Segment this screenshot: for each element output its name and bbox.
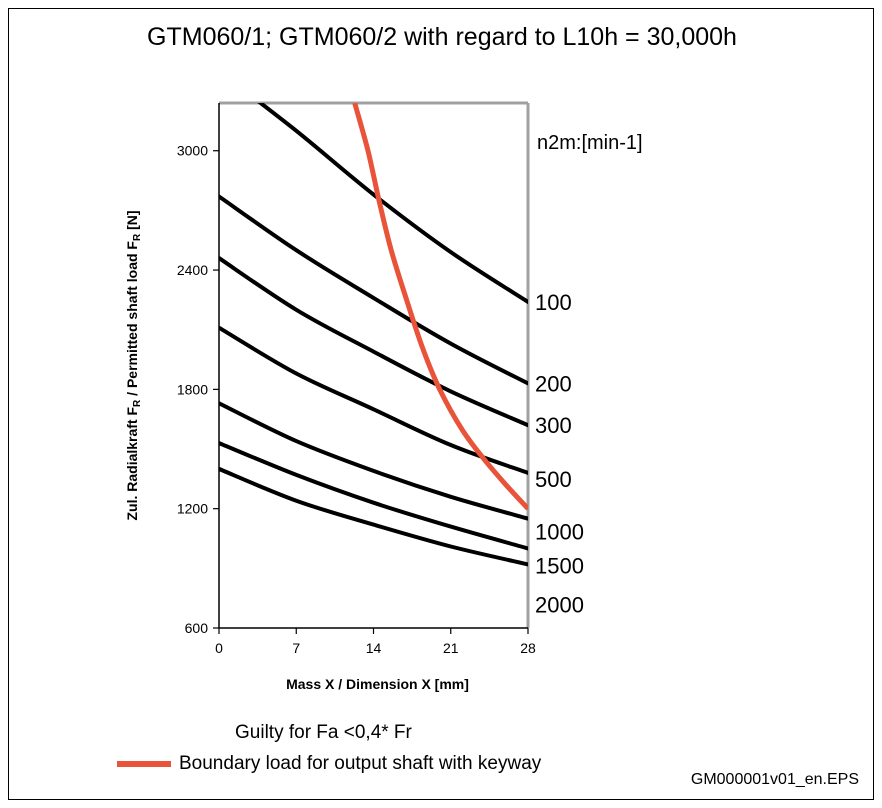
- x-tick-label: 21: [443, 640, 459, 656]
- series-label-2000: 2000: [535, 592, 584, 617]
- speed-curve-1000: [219, 401, 528, 521]
- chart-frame: GTM060/1; GTM060/2 with regard to L10h =…: [8, 8, 874, 800]
- validity-note: Guilty for Fa <0,4* Fr: [235, 722, 412, 743]
- speed-curve-1500: [219, 441, 528, 551]
- chart-title: GTM060/1; GTM060/2 with regard to L10h =…: [147, 23, 737, 51]
- series-label-300: 300: [535, 413, 572, 438]
- speed-curve-2000: [219, 466, 528, 567]
- y-tick-label: 1200: [177, 501, 208, 517]
- series-label-200: 200: [535, 371, 572, 396]
- y-tick-label: 3000: [177, 143, 208, 159]
- curves-group: [219, 103, 528, 567]
- series-unit-label: n2m:[min-1]: [537, 132, 643, 154]
- y-axis-title-main: Zul. Radialkraft F: [124, 407, 140, 521]
- speed-curve-500: [219, 325, 528, 475]
- x-tick-label: 0: [215, 640, 223, 656]
- x-axis-title: Mass X / Dimension X [mm]: [286, 676, 469, 692]
- file-reference: GM000001v01_en.EPS: [690, 771, 859, 788]
- y-tick-label: 600: [185, 620, 209, 636]
- legend-swatch: [117, 761, 171, 767]
- legend: Boundary load for output shaft with keyw…: [117, 753, 541, 775]
- y-axis-title-sub: R: [132, 399, 143, 407]
- series-label-1000: 1000: [535, 520, 584, 545]
- y-axis-title-end: [N]: [124, 210, 140, 233]
- boundary-load-curve: [352, 103, 528, 511]
- speed-curve-300: [219, 256, 528, 428]
- labels-group: Mass X / Dimension X [mm] Zul. Radialkraf…: [124, 132, 643, 692]
- y-tick-label: 1800: [177, 381, 208, 397]
- y-axis-title-sub: R: [132, 233, 143, 241]
- x-tick-label: 14: [366, 640, 382, 656]
- speed-curve-200: [219, 194, 528, 386]
- series-label-500: 500: [535, 467, 572, 492]
- y-tick-label: 2400: [177, 262, 208, 278]
- speed-curve-100: [257, 103, 528, 304]
- axes-group: 600 1200 1800 2400 3000 0 7 14 21 28: [177, 101, 536, 656]
- x-tick-label: 7: [292, 640, 300, 656]
- y-axis-title-mid: / Permitted shaft load F: [124, 241, 140, 400]
- legend-label: Boundary load for output shaft with keyw…: [179, 753, 542, 774]
- series-label-1500: 1500: [535, 553, 584, 578]
- series-label-100: 100: [535, 290, 572, 315]
- x-tick-label: 28: [520, 640, 536, 656]
- y-axis-title: Zul. Radialkraft FR / Permitted shaft lo…: [124, 210, 143, 520]
